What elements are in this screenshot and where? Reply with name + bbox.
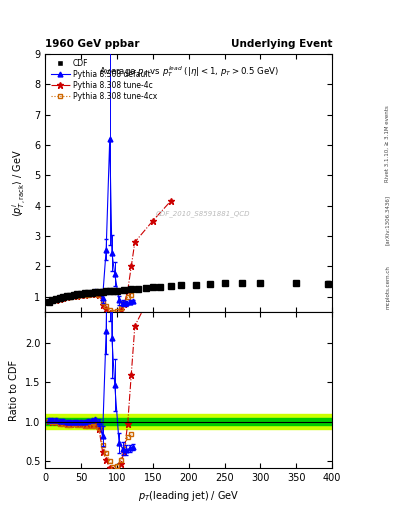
Y-axis label: Ratio to CDF: Ratio to CDF: [9, 359, 19, 421]
Text: Underlying Event: Underlying Event: [231, 38, 332, 49]
Text: CDF_2010_S8591881_QCD: CDF_2010_S8591881_QCD: [156, 210, 250, 217]
X-axis label: $p_T$(leading jet) / GeV: $p_T$(leading jet) / GeV: [138, 489, 239, 503]
Text: Average $p_T$ vs $p_T^{lead}$ ($|\eta| < 1$, $p_T > 0.5$ GeV): Average $p_T$ vs $p_T^{lead}$ ($|\eta| <…: [99, 64, 279, 79]
Legend: CDF, Pythia 8.308 default, Pythia 8.308 tune-4c, Pythia 8.308 tune-4cx: CDF, Pythia 8.308 default, Pythia 8.308 …: [49, 57, 158, 102]
Y-axis label: $\langle p^i_{T,\mathrm{rack}}\rangle$ / GeV: $\langle p^i_{T,\mathrm{rack}}\rangle$ /…: [11, 149, 29, 217]
Text: Rivet 3.1.10, ≥ 3.1M events: Rivet 3.1.10, ≥ 3.1M events: [385, 105, 390, 182]
Text: mcplots.cern.ch: mcplots.cern.ch: [385, 265, 390, 309]
Text: [arXiv:1306.3436]: [arXiv:1306.3436]: [385, 195, 390, 245]
Text: 1960 GeV ppbar: 1960 GeV ppbar: [45, 38, 140, 49]
